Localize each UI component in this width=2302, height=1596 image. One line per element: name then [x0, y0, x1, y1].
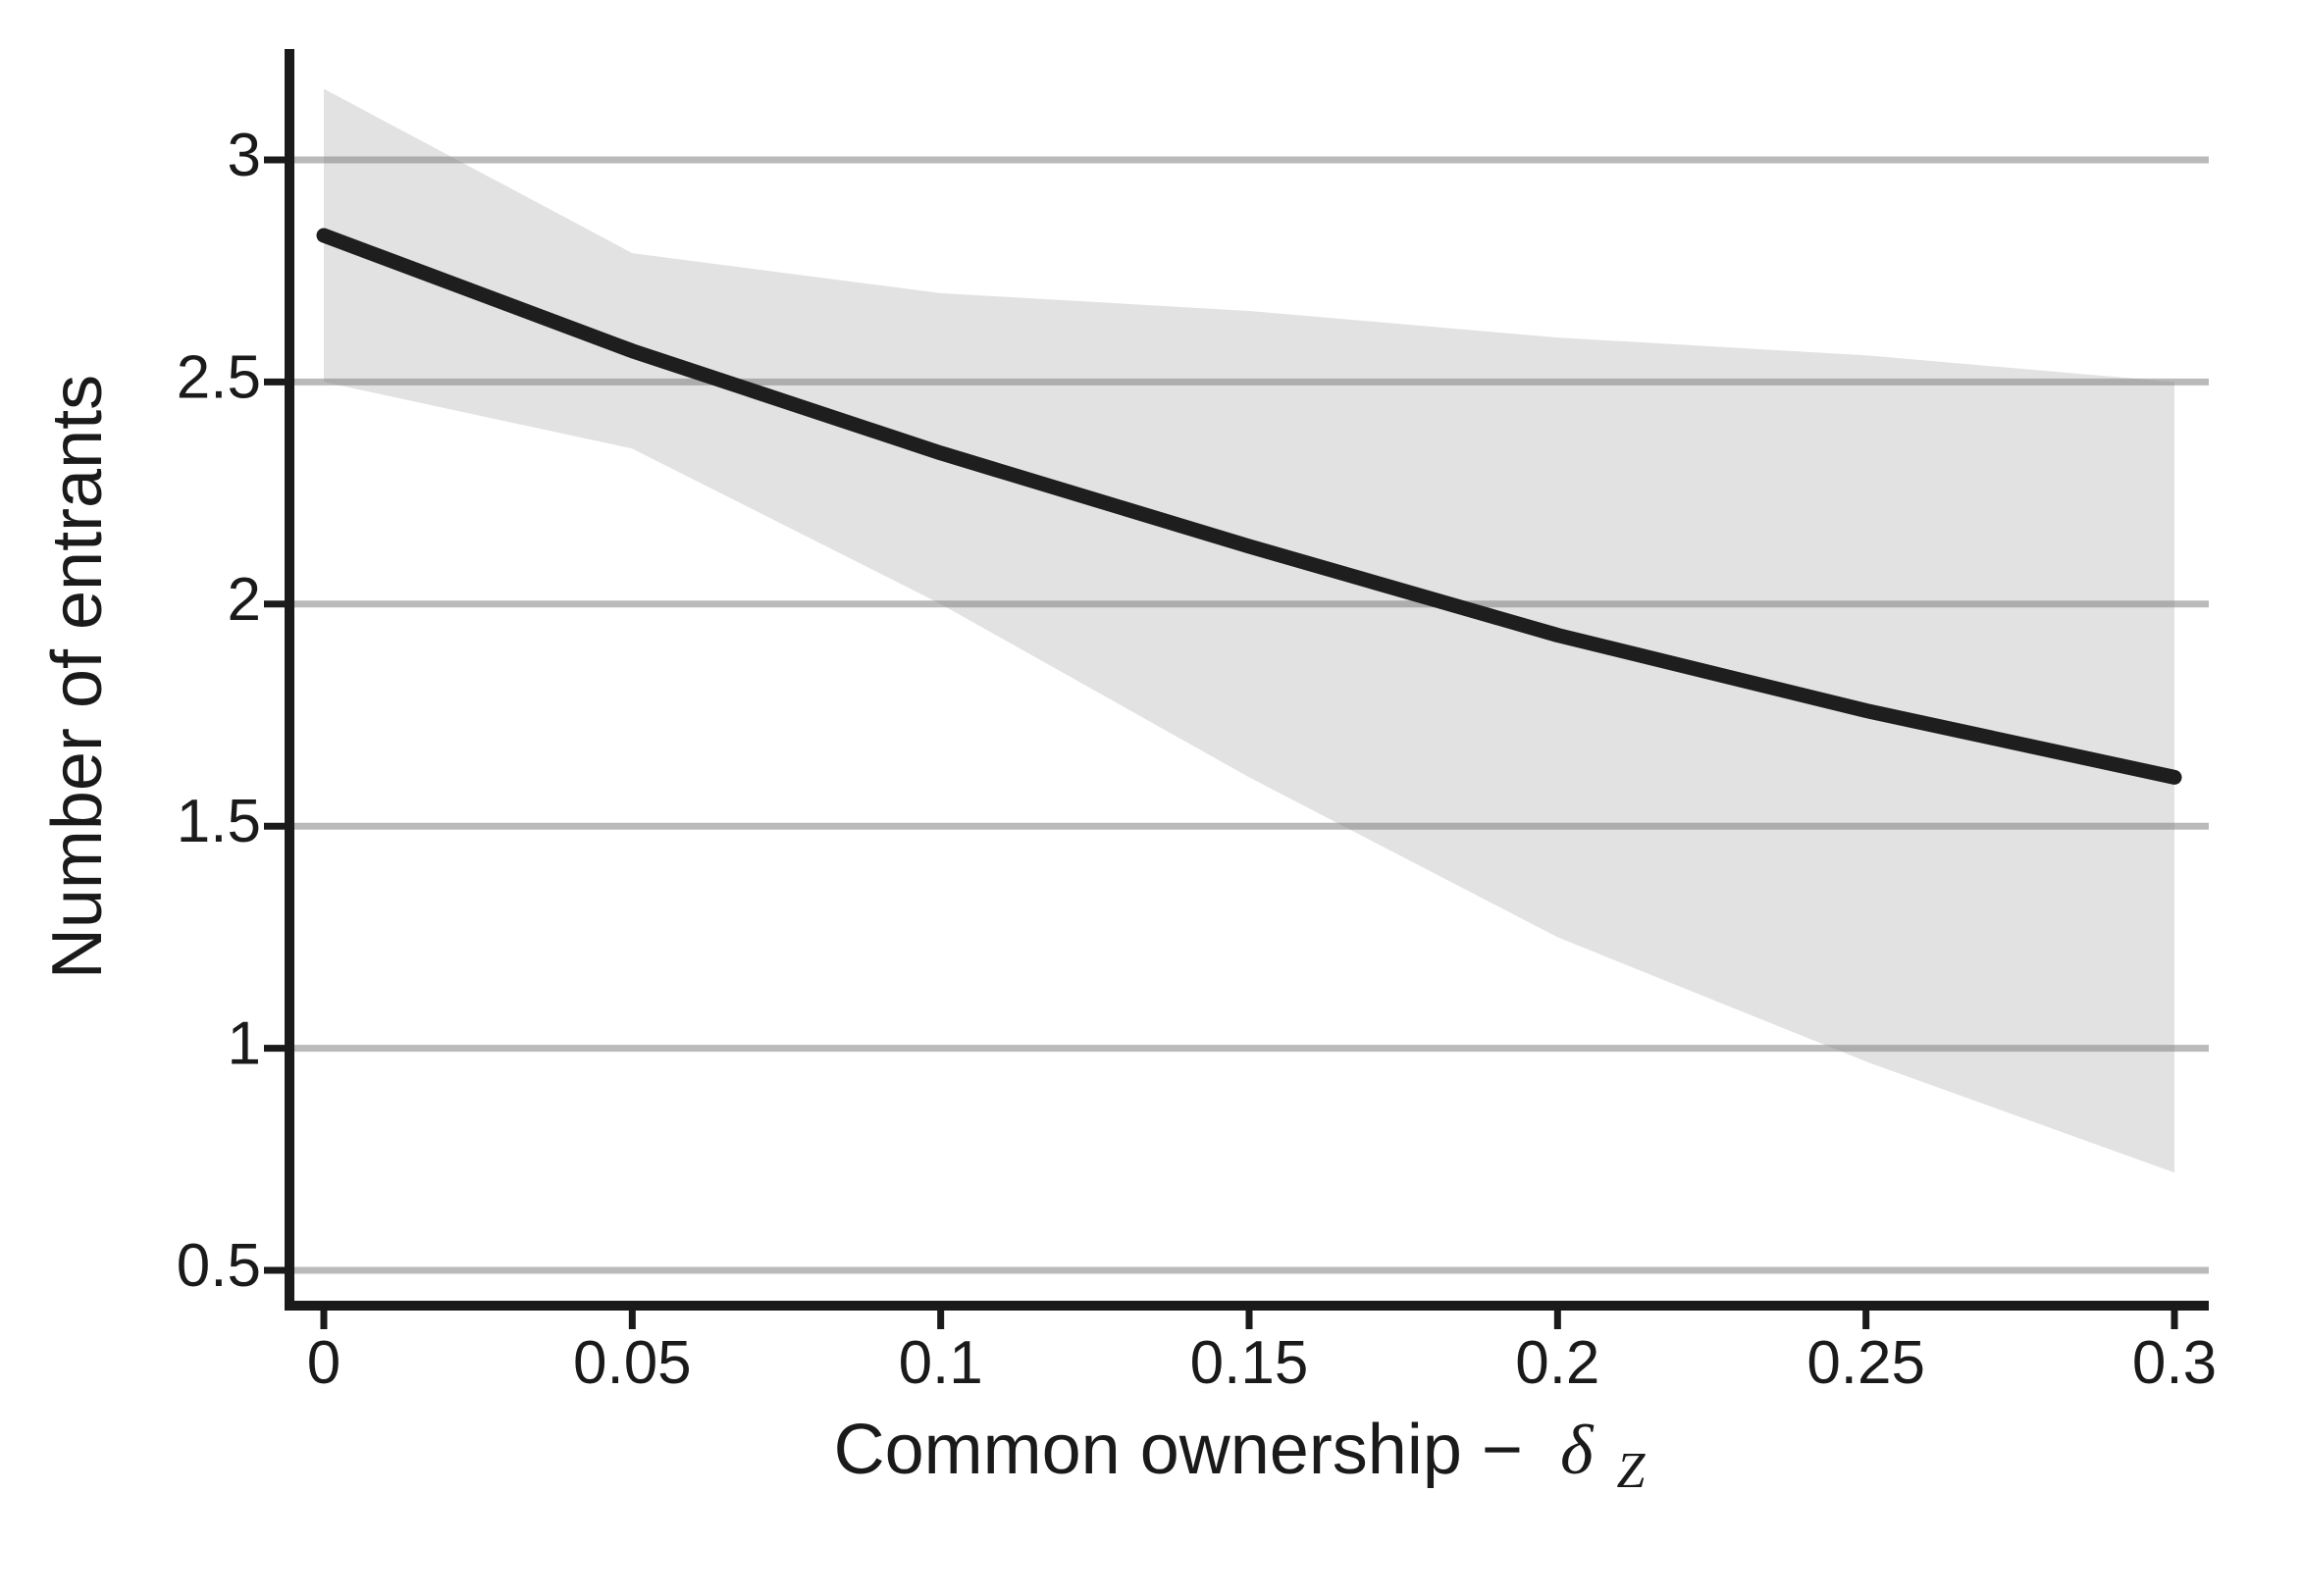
ci-band-polygon — [324, 88, 2174, 1173]
x-tick-label: 0.1 — [899, 1329, 983, 1397]
x-tick-label: 0.15 — [1190, 1329, 1309, 1397]
ci-band — [324, 88, 2174, 1173]
y-tick-label: 1.5 — [177, 788, 261, 855]
delta-subscript: Z — [1616, 1443, 1646, 1499]
mean-line — [316, 228, 2182, 785]
y-tick-label: 1 — [228, 1010, 261, 1078]
y-tick-label: 2.5 — [177, 343, 261, 411]
y-tick-label: 0.5 — [177, 1232, 261, 1300]
x-tick-label: 0.25 — [1806, 1329, 1925, 1397]
y-tick-label: 3 — [228, 122, 261, 189]
x-tick-label: 0.05 — [573, 1329, 692, 1397]
x-axis-title-text: Common ownership − — [834, 1411, 1523, 1489]
x-axis-title: Common ownership − δ Z — [834, 1411, 1647, 1499]
gridlines — [291, 156, 2209, 1274]
x-axis-tick-labels: 0 0.05 0.1 0.15 0.2 0.25 0.3 — [307, 1329, 2217, 1397]
x-tick-label: 0.2 — [1515, 1329, 1599, 1397]
x-axis-ticks — [320, 1306, 2178, 1329]
delta-symbol: δ — [1560, 1411, 1595, 1489]
y-axis-title: Number of entrants — [38, 375, 117, 979]
x-tick-label: 0.3 — [2132, 1329, 2217, 1397]
x-axis: 0 0.05 0.1 0.15 0.2 0.25 0.3 — [285, 1301, 2217, 1397]
y-tick-label: 2 — [228, 566, 261, 634]
y-axis: 3 2.5 2 1.5 1 0.5 — [177, 49, 294, 1311]
x-tick-label: 0 — [307, 1329, 340, 1397]
y-axis-tick-labels: 3 2.5 2 1.5 1 0.5 — [177, 122, 261, 1300]
y-axis-ticks — [264, 156, 289, 1274]
